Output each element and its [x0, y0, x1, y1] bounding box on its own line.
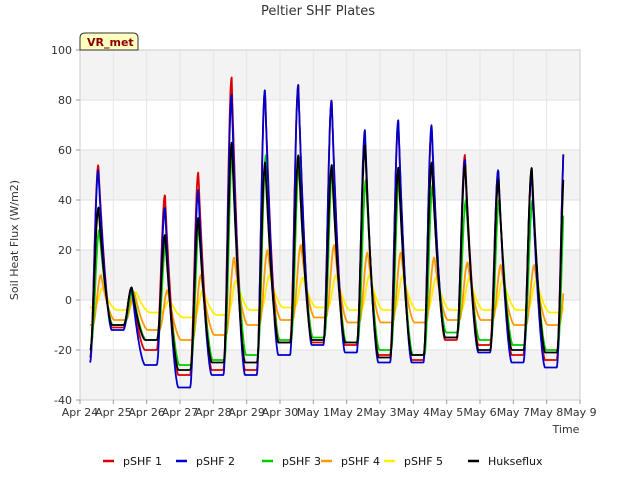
y-tick-label: -20: [54, 344, 72, 357]
plot-frame: [79, 49, 581, 401]
x-tick-label: May 4: [397, 406, 430, 419]
x-tick-label: May 3: [363, 406, 396, 419]
y-tick-label: 20: [58, 244, 72, 257]
legend-label: pSHF 3: [282, 455, 321, 468]
y-tick-label: 0: [65, 294, 72, 307]
x-axis-label: Time: [552, 423, 580, 436]
y-tick-label: 100: [51, 44, 72, 57]
x-tick-label: Apr 28: [195, 406, 232, 419]
x-tick-label: Apr 27: [162, 406, 199, 419]
legend-label: pSHF 1: [123, 455, 162, 468]
badge-box: [79, 32, 139, 51]
y-tick-label: 60: [58, 144, 72, 157]
legend: pSHF 1 pSHF 2 pSHF 3 pSHF 4 pSHF 5 Hukseflux: [103, 455, 543, 468]
grid-band: [80, 350, 580, 400]
x-tick-label: May 7: [497, 406, 530, 419]
x-tick-label: Apr 29: [228, 406, 265, 419]
x-tick-label: Apr 24: [62, 406, 99, 419]
legend-label: pSHF 5: [404, 455, 443, 468]
x-tick-label: Apr 26: [128, 406, 165, 419]
y-axis-label: Soil Heat Flux (W/m2): [8, 180, 21, 300]
chart-title: Peltier SHF Plates: [261, 4, 375, 19]
vr-met-badge: VR_met: [79, 32, 139, 51]
x-tick-label: May 2: [330, 406, 363, 419]
legend-label: pSHF 4: [341, 455, 380, 468]
y-axis-ticks: -40 -20 0 20 40 60 80 100: [51, 44, 80, 407]
x-tick-label: Apr 25: [95, 406, 132, 419]
legend-label: Hukseflux: [488, 455, 543, 468]
x-tick-label: May 6: [463, 406, 496, 419]
y-tick-label: 40: [58, 194, 72, 207]
grid-band: [80, 50, 580, 100]
x-tick-label: Apr 30: [262, 406, 299, 419]
x-tick-label: May 9: [563, 406, 596, 419]
badge-label: VR_met: [87, 36, 134, 49]
x-tick-label: May 8: [530, 406, 563, 419]
y-tick-label: -40: [54, 394, 72, 407]
series-line-hukseflux: [89, 141, 565, 371]
x-tick-label: May 5: [430, 406, 463, 419]
y-tick-label: 80: [58, 94, 72, 107]
x-tick-label: May 1: [297, 406, 330, 419]
series-layer: [89, 76, 565, 389]
legend-label: pSHF 2: [196, 455, 235, 468]
